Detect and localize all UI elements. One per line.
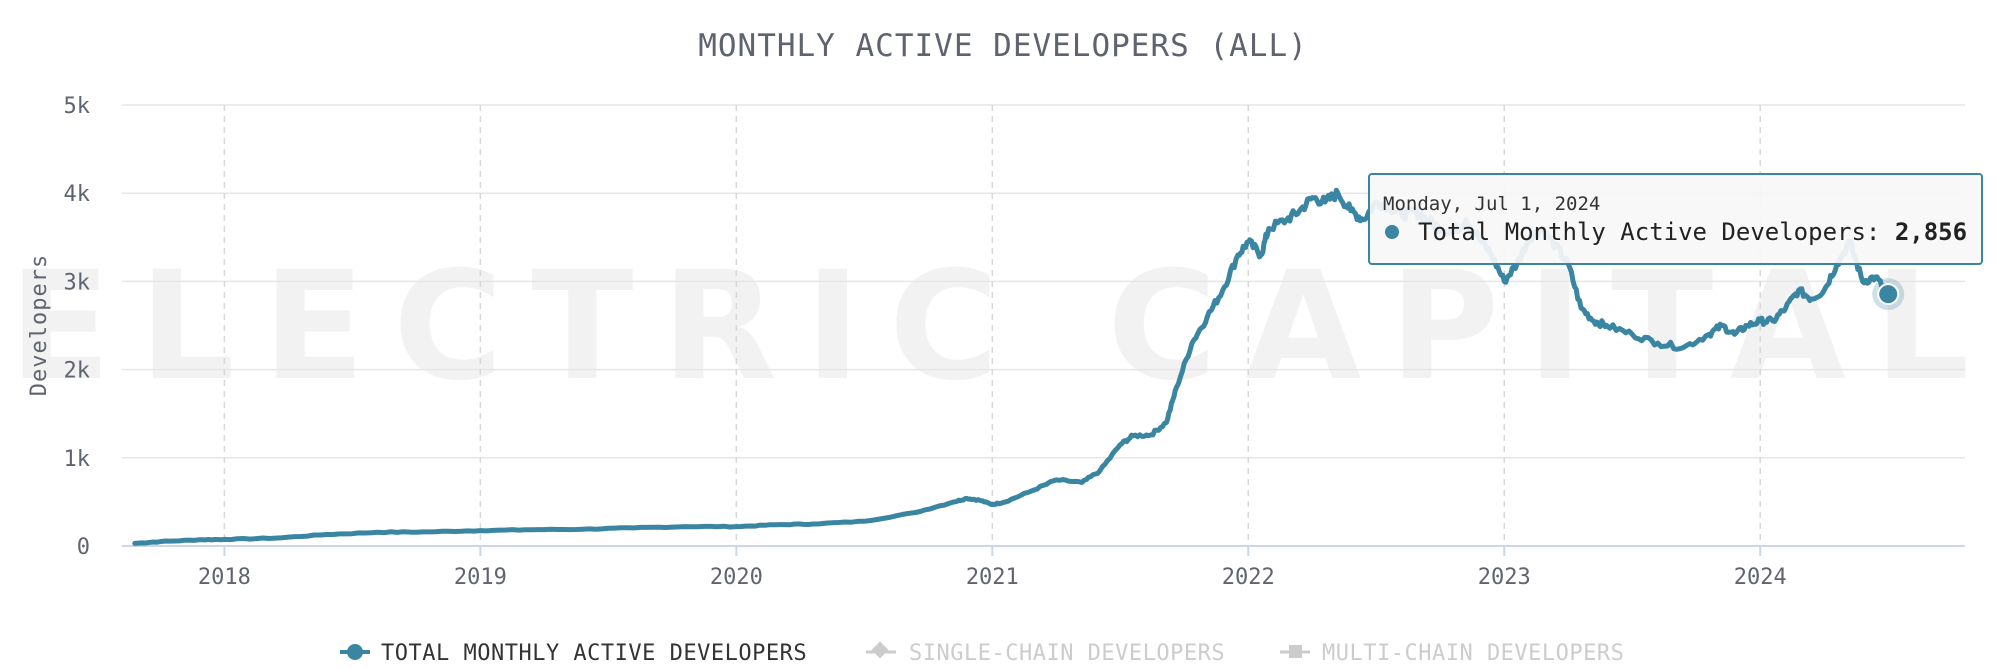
legend-label-multi-chain: MULTI-CHAIN DEVELOPERS — [1322, 641, 1624, 666]
tooltip-date: Monday, Jul 1, 2024 — [1383, 193, 1600, 215]
y-tick-label: 2k — [64, 359, 91, 384]
chart-title: MONTHLY ACTIVE DEVELOPERS (ALL) — [698, 28, 1308, 64]
series-line-total-monthly-active-developers[interactable] — [132, 187, 1891, 546]
legend-diamond-icon — [871, 641, 889, 659]
tooltip-box — [1368, 173, 1983, 265]
grid — [122, 104, 1965, 547]
legend-item-multi-chain[interactable]: MULTI-CHAIN DEVELOPERS — [1280, 641, 1624, 666]
y-tick-label: 0 — [77, 535, 90, 560]
tooltip-entry: Total Monthly Active Developers: 2,856 — [1418, 218, 1967, 246]
x-tick-label: 2023 — [1478, 565, 1531, 590]
tooltip-series-dot — [1385, 225, 1399, 239]
watermark: ELECTRIC CAPITAL — [9, 240, 1998, 414]
axes: 0 1k 2k 3k 4k 5k 2018 2019 2020 2021 2022 2023 2024 — [64, 94, 1787, 590]
legend-item-total[interactable]: TOTAL MONTHLY ACTIVE DEVELOPERS — [340, 641, 807, 666]
legend-square-icon — [1289, 645, 1302, 658]
y-tick-label: 5k — [64, 94, 91, 119]
y-axis-label: Developers — [27, 254, 52, 396]
y-tick-label: 3k — [64, 270, 91, 295]
legend-label-single-chain: SINGLE-CHAIN DEVELOPERS — [909, 641, 1225, 666]
legend-label-total: TOTAL MONTHLY ACTIVE DEVELOPERS — [381, 641, 807, 666]
y-tick-label: 4k — [64, 182, 91, 207]
legend-item-single-chain[interactable]: SINGLE-CHAIN DEVELOPERS — [866, 641, 1225, 666]
legend: TOTAL MONTHLY ACTIVE DEVELOPERS SINGLE-C… — [340, 641, 1624, 666]
tooltip: Monday, Jul 1, 2024 Total Monthly Active… — [1368, 173, 1983, 265]
x-tick-label: 2018 — [198, 565, 251, 590]
x-tick-label: 2021 — [966, 565, 1019, 590]
x-tick-label: 2019 — [454, 565, 507, 590]
x-tick-label: 2020 — [710, 565, 763, 590]
legend-circle-icon — [347, 644, 363, 660]
tooltip-series-label: Total Monthly Active Developers: — [1418, 218, 1895, 246]
tooltip-value: 2,856 — [1895, 218, 1967, 246]
y-tick-label: 1k — [64, 447, 91, 472]
hover-point[interactable] — [1877, 283, 1900, 306]
x-tick-label: 2024 — [1734, 565, 1787, 590]
x-tick-label: 2022 — [1222, 565, 1275, 590]
